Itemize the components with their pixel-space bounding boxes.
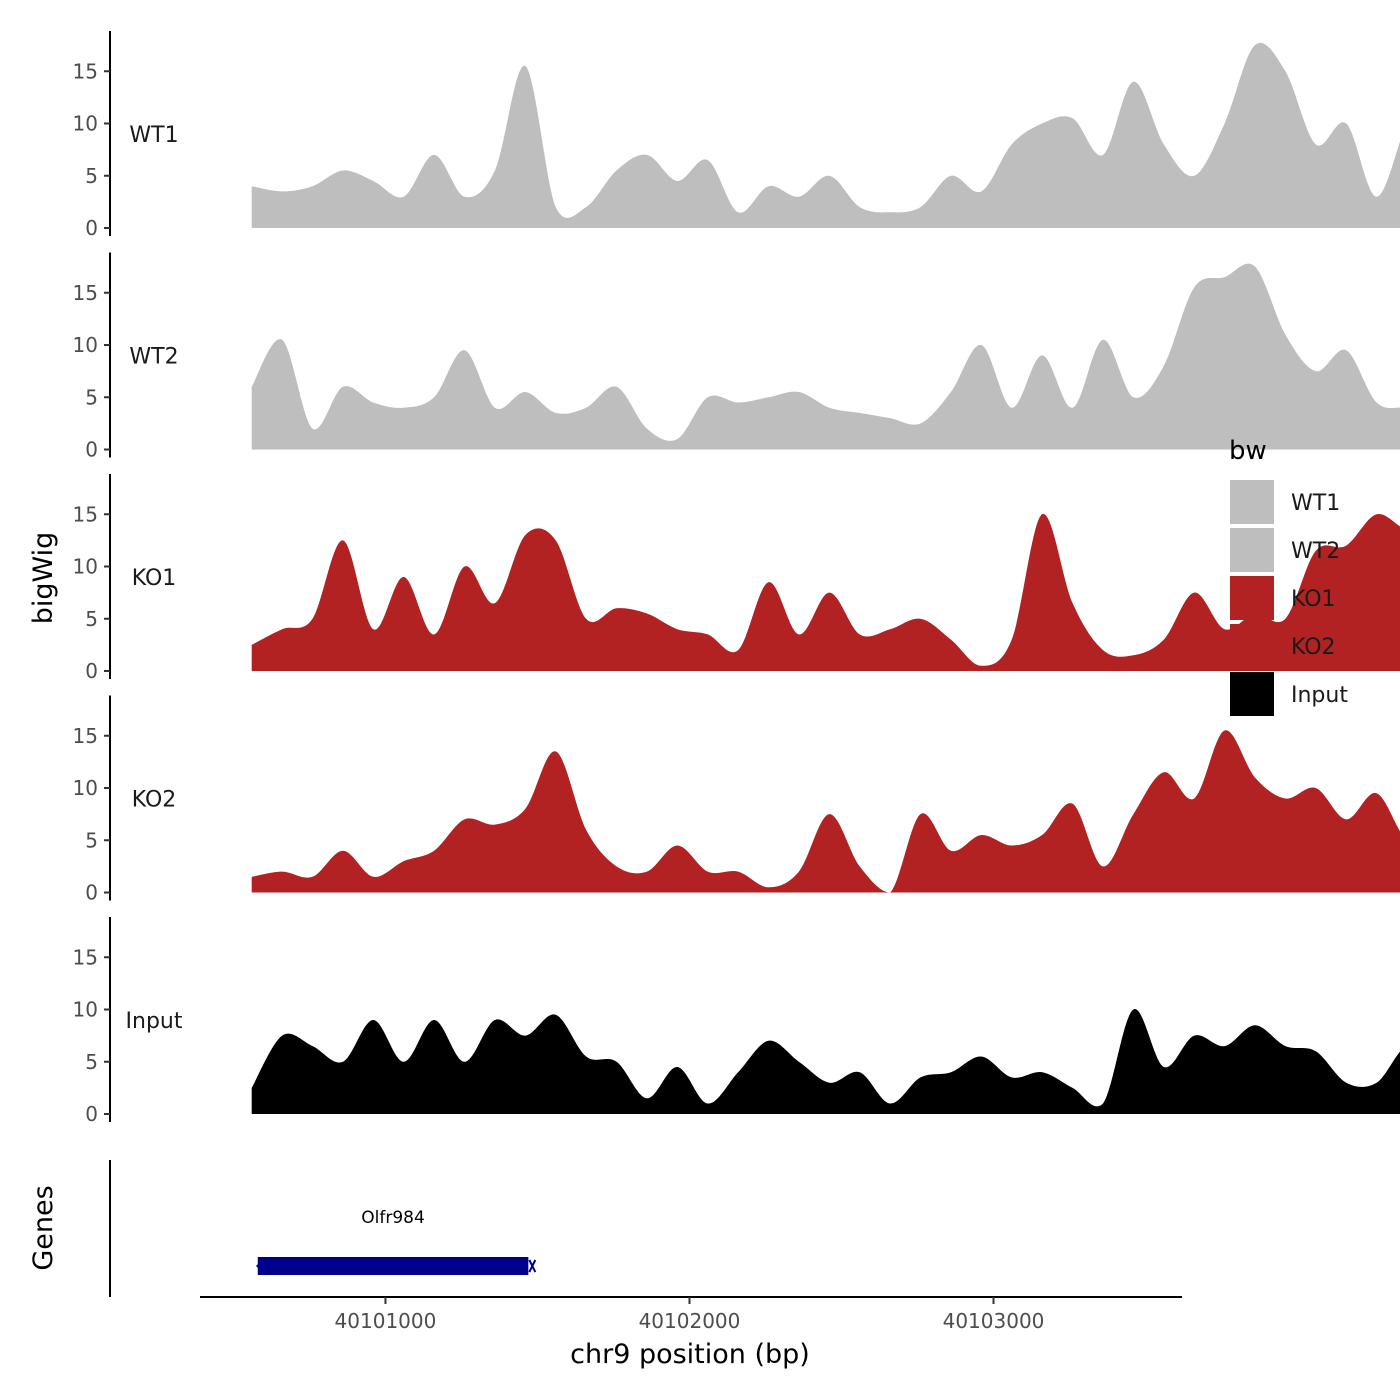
y-tick-label: 5 <box>85 164 98 188</box>
y-tick-label: 5 <box>85 1050 98 1074</box>
genes-panel: Olfr984 <box>109 1160 537 1297</box>
y-tick-label: 15 <box>73 945 98 969</box>
y-axis-title: bigWig <box>28 532 59 625</box>
y-tick-label: 0 <box>85 216 98 240</box>
y-tick-label: 0 <box>85 659 98 683</box>
y-tick-label: 15 <box>73 59 98 83</box>
legend-label-input: Input <box>1291 683 1348 708</box>
coverage-area-input <box>251 1009 1400 1114</box>
legend-key-wt2 <box>1230 528 1274 572</box>
y-tick-label: 10 <box>73 333 98 357</box>
legend-label-wt1: WT1 <box>1291 491 1340 516</box>
bigwig-tracks: 0 5 10 15 WT1 0 5 10 15 WT2 0 5 10 15 KO1 0 5 10 15 KO2 0 5 10… <box>73 31 1400 1126</box>
gene-strand-arrow-start <box>255 1259 265 1273</box>
legend-label-ko1: KO1 <box>1291 587 1336 612</box>
coverage-area-ko1 <box>251 514 1400 671</box>
legend-key-ko2 <box>1230 624 1274 668</box>
y-tick-label: 0 <box>85 1102 98 1126</box>
y-tick-label: 10 <box>73 776 98 800</box>
track-wt2: 0 5 10 15 WT2 <box>73 252 1400 462</box>
x-axis: 40101000 40102000 40103000 <box>200 1296 1182 1333</box>
coverage-area-ko2 <box>251 730 1400 893</box>
legend-key-wt1 <box>1230 480 1274 524</box>
x-tick-label: 40101000 <box>335 1309 437 1333</box>
y-tick-label: 15 <box>73 724 98 748</box>
y-tick-label: 0 <box>85 438 98 462</box>
legend: bw WT1 WT2 KO1 KO2 Input <box>1229 436 1348 716</box>
y-tick-label: 5 <box>85 385 98 409</box>
track-label-input: Input <box>126 1009 183 1034</box>
y-tick-label: 0 <box>85 881 98 905</box>
gene-body-olfr984 <box>257 1257 529 1275</box>
gene-panel-title: Genes <box>28 1185 59 1270</box>
y-tick-label: 10 <box>73 555 98 579</box>
track-label-wt2: WT2 <box>129 345 178 370</box>
gene-strand-arrow-end <box>528 1259 537 1273</box>
x-axis-title: chr9 position (bp) <box>570 1339 810 1370</box>
track-wt1: 0 5 10 15 WT1 <box>73 31 1400 240</box>
track-ko1: 0 5 10 15 KO1 <box>73 474 1400 683</box>
coverage-area-wt2 <box>251 263 1400 450</box>
legend-key-ko1 <box>1230 576 1274 620</box>
track-ko2: 0 5 10 15 KO2 <box>73 695 1400 905</box>
y-tick-label: 5 <box>85 607 98 631</box>
legend-label-wt2: WT2 <box>1291 539 1340 564</box>
x-tick-label: 40102000 <box>639 1309 741 1333</box>
y-tick-label: 10 <box>73 998 98 1022</box>
track-label-ko1: KO1 <box>132 566 177 591</box>
legend-title: bw <box>1229 436 1267 466</box>
x-tick-label: 40103000 <box>943 1309 1045 1333</box>
y-tick-label: 5 <box>85 828 98 852</box>
track-label-ko2: KO2 <box>132 788 177 813</box>
legend-key-input <box>1230 672 1274 716</box>
coverage-area-wt1 <box>251 43 1400 228</box>
y-tick-label: 15 <box>73 281 98 305</box>
gene-label-olfr984: Olfr984 <box>361 1208 425 1228</box>
y-tick-label: 15 <box>73 502 98 526</box>
track-label-wt1: WT1 <box>129 123 178 148</box>
y-tick-label: 10 <box>73 112 98 136</box>
track-input: 0 5 10 15 Input <box>73 917 1400 1126</box>
legend-label-ko2: KO2 <box>1291 635 1336 660</box>
